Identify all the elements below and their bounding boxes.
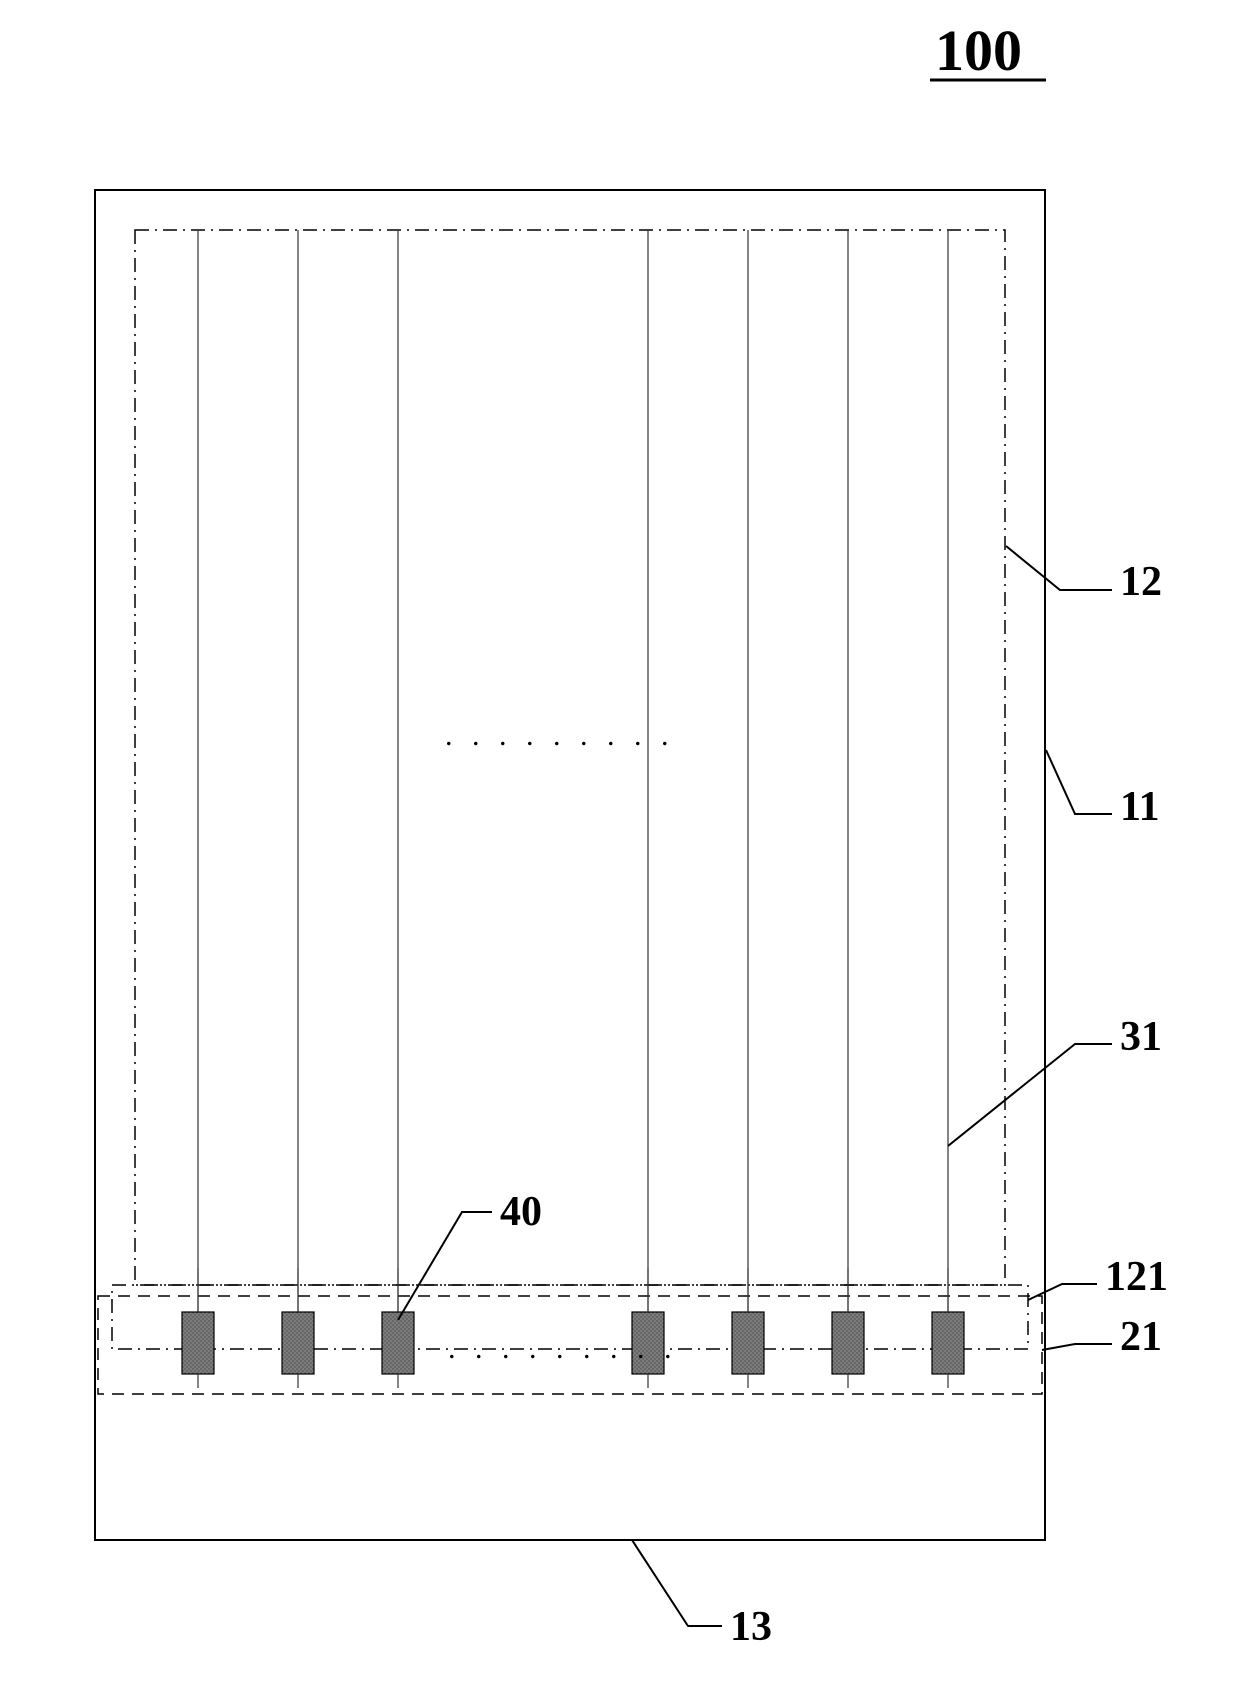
leader-40: [398, 1212, 492, 1320]
ref-12: 12: [1120, 559, 1162, 605]
bonding-pad: [732, 1312, 764, 1374]
ref-21: 21: [1120, 1314, 1162, 1360]
bonding-pad: [182, 1312, 214, 1374]
leader-13: [632, 1540, 722, 1626]
svg-text:100: 100: [935, 18, 1022, 83]
svg-text:. . . . . . . . .: . . . . . . . . .: [448, 1332, 678, 1365]
ref-13: 13: [730, 1604, 772, 1650]
ref-31: 31: [1120, 1014, 1162, 1060]
bonding-pad: [382, 1312, 414, 1374]
bonding-pad: [282, 1312, 314, 1374]
svg-text:. . . . . . . . .: . . . . . . . . .: [445, 719, 675, 752]
leader-11: [1046, 750, 1112, 814]
leader-21: [1042, 1344, 1112, 1350]
leader-121: [1028, 1284, 1097, 1300]
ref-40: 40: [500, 1189, 542, 1235]
bonding-pad: [932, 1312, 964, 1374]
ref-121: 121: [1105, 1254, 1168, 1300]
bonding-pad: [832, 1312, 864, 1374]
ref-11: 11: [1120, 784, 1160, 830]
leader-12: [1006, 546, 1112, 590]
inner-dashdot-region: [135, 230, 1005, 1285]
leader-31: [948, 1044, 1112, 1146]
